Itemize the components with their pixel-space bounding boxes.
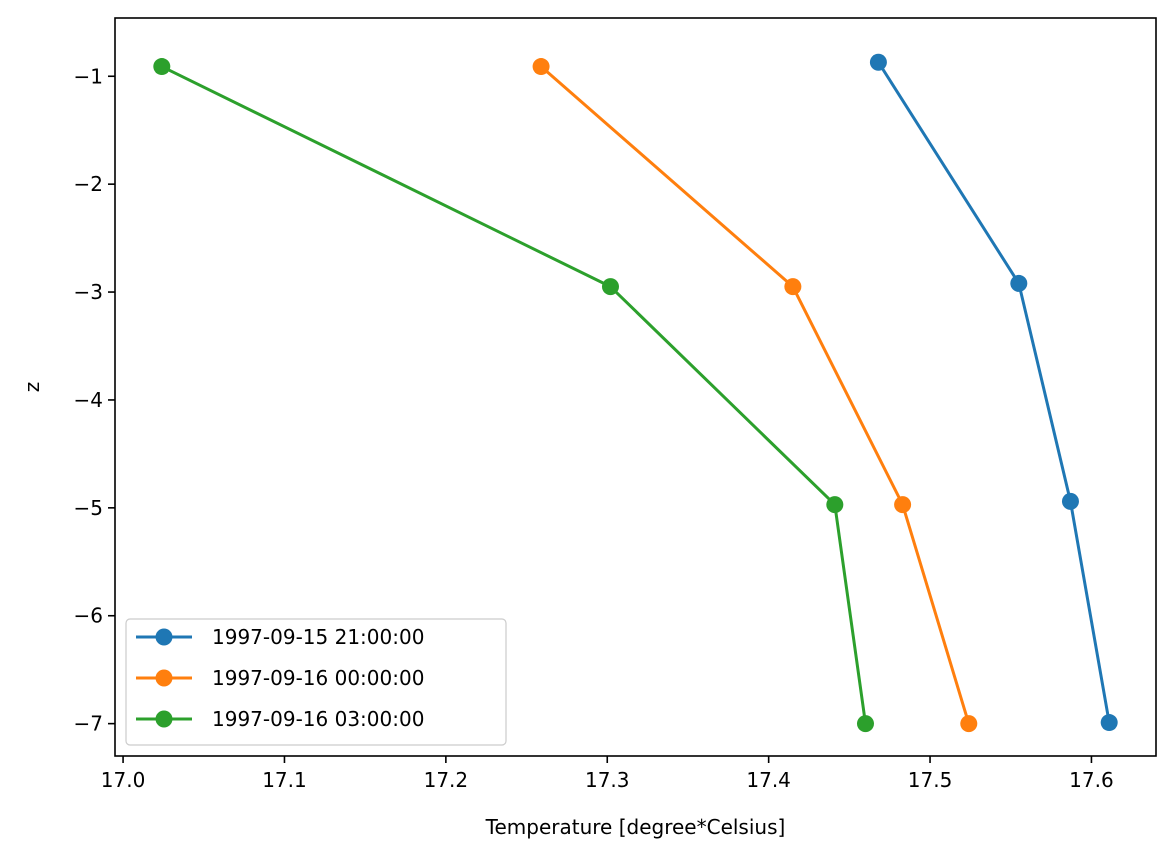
x-axis-label: Temperature [degree*Celsius]	[485, 815, 786, 839]
data-point	[960, 715, 978, 733]
legend-label: 1997-09-16 03:00:00	[212, 707, 424, 731]
series-layer	[153, 53, 1118, 733]
y-tick-label: −7	[74, 712, 103, 736]
series-3	[153, 58, 874, 733]
data-point	[153, 58, 171, 76]
x-tick-label: 17.6	[1069, 768, 1114, 792]
y-tick-label: −1	[74, 64, 103, 88]
legend-marker	[155, 669, 173, 687]
legend-entry: 1997-09-15 21:00:00	[136, 625, 424, 649]
data-point	[894, 496, 912, 514]
y-axis-label: z	[20, 382, 44, 393]
y-tick-label: −5	[74, 496, 103, 520]
series-2	[532, 58, 978, 733]
x-tick-label: 17.2	[424, 768, 469, 792]
legend-marker	[155, 710, 173, 728]
series-1	[869, 53, 1118, 732]
y-tick-label: −6	[74, 604, 103, 628]
x-tick-label: 17.1	[262, 768, 307, 792]
data-point	[532, 58, 550, 76]
data-point	[1100, 714, 1118, 732]
data-point	[1010, 274, 1028, 292]
legend-label: 1997-09-16 00:00:00	[212, 666, 424, 690]
series-line	[161, 65, 867, 724]
legend: 1997-09-15 21:00:00 1997-09-16 00:00:00 19…	[125, 618, 507, 746]
legend-marker	[155, 628, 173, 646]
x-tick-label: 17.4	[746, 768, 791, 792]
series-line	[877, 61, 1111, 723]
data-point	[784, 278, 802, 296]
data-point	[601, 278, 619, 296]
y-axis: −1 −2 −3 −4 −5 −6 −7	[74, 64, 115, 736]
x-tick-label: 17.5	[908, 768, 953, 792]
x-tick-label: 17.0	[101, 768, 146, 792]
x-tick-label: 17.3	[585, 768, 630, 792]
y-tick-label: −4	[74, 388, 103, 412]
legend-entry: 1997-09-16 03:00:00	[136, 707, 424, 731]
data-point	[826, 496, 844, 514]
legend-label: 1997-09-15 21:00:00	[212, 625, 424, 649]
x-axis: 17.0 17.1 17.2 17.3 17.4 17.5 17.6	[101, 756, 1114, 792]
y-tick-label: −2	[74, 172, 103, 196]
series-line	[540, 65, 971, 725]
legend-box	[125, 618, 507, 746]
data-point	[856, 715, 874, 733]
plot-frame	[114, 17, 1157, 757]
y-tick-label: −3	[74, 280, 103, 304]
data-point	[1061, 492, 1079, 510]
data-point	[869, 53, 887, 71]
legend-entry: 1997-09-16 00:00:00	[136, 666, 424, 690]
